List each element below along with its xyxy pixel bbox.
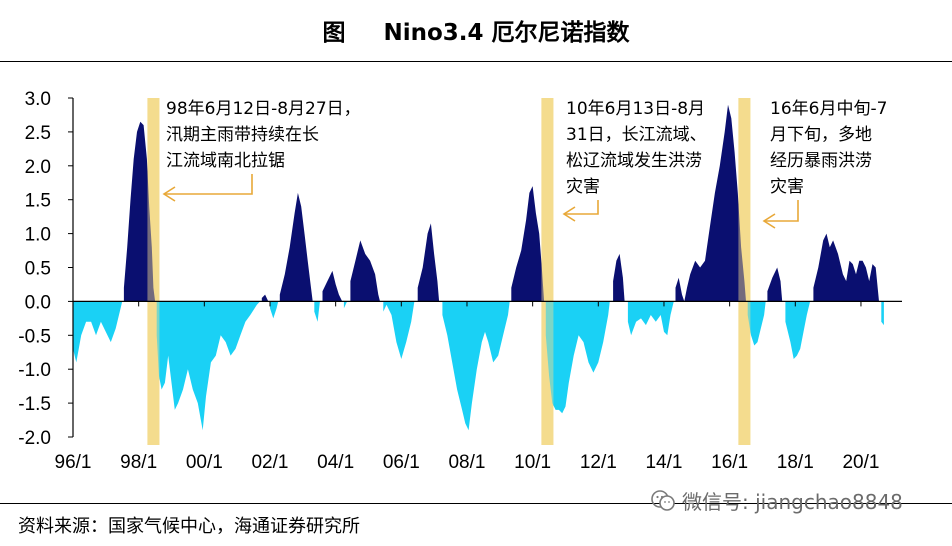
- highlight-overlay-1: [147, 98, 160, 445]
- x-tick-label-10: 14/1: [645, 452, 682, 473]
- y-tick-label-4: 1.5: [25, 191, 51, 212]
- negative-area-5: [270, 301, 279, 319]
- y-tick-label-3: 2.0: [25, 157, 51, 178]
- x-tick-label-3: 00/1: [186, 452, 223, 473]
- y-tick-label-5: 1.0: [25, 225, 51, 246]
- positive-area-14: [511, 186, 545, 302]
- x-tick-label-9: 12/1: [580, 452, 617, 473]
- title-name: Nino3.4 厄尔尼诺指数: [383, 20, 630, 46]
- annotation-1-arrowhead: [162, 186, 176, 202]
- positive-area-20: [767, 267, 783, 302]
- annotation-2-line-3: 松辽流域发生洪涝: [566, 151, 702, 171]
- watermark-text: 微信号: jiangchao8848: [682, 490, 903, 514]
- positive-area-10: [350, 240, 380, 302]
- y-tick-label-10: -1.5: [18, 394, 51, 415]
- wechat-icon: [651, 489, 675, 511]
- annotation-3-line-3: 经历暴雨洪涝: [770, 151, 872, 171]
- highlight-band-1: [147, 98, 160, 445]
- highlight-overlay-2: [541, 98, 554, 445]
- x-tick-label-1: 96/1: [55, 452, 92, 473]
- title-label: 图: [322, 20, 346, 46]
- chart-title: 图 Nino3.4 厄尔尼诺指数: [0, 0, 952, 60]
- x-tick-label-4: 02/1: [251, 452, 288, 473]
- negative-area-19: [747, 301, 766, 346]
- negative-area-13: [442, 301, 510, 431]
- nino-chart: 3.0 2.5 2.0 1.5 1.0 0.5 0.0 -0.5 -1.0 -1.5 -2.096/…: [18, 89, 902, 473]
- highlight-band-3: [738, 98, 751, 445]
- y-tick-label-6: 0.5: [25, 259, 51, 280]
- negative-area-11: [383, 301, 415, 359]
- negative-area-9: [343, 301, 348, 309]
- negative-area-7: [314, 301, 320, 322]
- top-rule: [0, 61, 952, 62]
- negative-area-1: [73, 301, 123, 363]
- annotation-3-arrow: [765, 200, 799, 222]
- x-tick-label-6: 06/1: [383, 452, 420, 473]
- positive-area-2: [123, 121, 156, 302]
- annotation-1-arrow: [165, 174, 253, 195]
- axes: 3.0 2.5 2.0 1.5 1.0 0.5 0.0 -0.5 -1.0 -1.5 -2.096/…: [18, 89, 902, 473]
- bottom-rule: [0, 503, 952, 504]
- source-note: 资料来源：国家气候中心，海通证券研究所: [18, 516, 360, 537]
- x-tick-label-8: 10/1: [514, 452, 551, 473]
- y-tick-label-7: 0.0: [25, 292, 51, 313]
- annotation-2-arrowhead: [562, 206, 576, 222]
- positive-area-4: [261, 294, 269, 302]
- annotation-2-line-1: 10年6月13日-8月: [566, 99, 705, 119]
- annotation-3-line-4: 灾害: [770, 177, 804, 197]
- y-tick-label-8: -0.5: [18, 326, 51, 347]
- annotation-1-line-3: 江流域南北拉锯: [166, 151, 285, 171]
- positive-area-18: [675, 104, 746, 302]
- y-tick-label-9: -1.0: [18, 360, 51, 381]
- annotation-3-arrowhead: [762, 213, 776, 229]
- annotation-3-line-1: 16年6月中旬-7: [770, 99, 887, 119]
- negative-area-21: [785, 301, 811, 359]
- negative-area-15: [545, 301, 610, 414]
- annotation-3-line-2: 月下旬，多地: [770, 125, 872, 145]
- negative-area-3: [156, 301, 261, 431]
- annotation-1-line-2: 汛期主雨带持续在长: [166, 125, 319, 145]
- positive-area-12: [417, 223, 440, 302]
- annotation-1-line-1: 98年6月12日-8月27日，: [166, 99, 361, 119]
- annotation-2-line-4: 灾害: [566, 177, 600, 197]
- annotation-2-line-2: 31日，长江流域、: [566, 125, 707, 145]
- x-tick-label-2: 98/1: [120, 452, 157, 473]
- y-tick-label-2: 2.5: [25, 123, 51, 144]
- x-tick-label-7: 08/1: [448, 452, 485, 473]
- x-tick-label-12: 18/1: [777, 452, 814, 473]
- x-tick-label-11: 16/1: [711, 452, 748, 473]
- highlight-bands: [147, 98, 751, 445]
- x-tick-label-13: 20/1: [842, 452, 879, 473]
- positive-area-22: [813, 233, 879, 302]
- positive-area-8: [322, 270, 343, 302]
- area-series: [73, 98, 884, 445]
- positive-area-6: [279, 192, 313, 302]
- positive-area-16: [613, 253, 625, 302]
- x-tick-label-5: 04/1: [317, 452, 354, 473]
- negative-area-17: [627, 301, 674, 336]
- wechat-watermark: 微信号: jiangchao8848: [650, 486, 903, 515]
- y-tick-label-1: 3.0: [25, 89, 51, 110]
- highlight-overlay-3: [738, 98, 751, 445]
- y-tick-label-11: -2.0: [18, 428, 51, 449]
- annotation-2-arrow: [565, 200, 599, 215]
- negative-area-23: [881, 301, 884, 326]
